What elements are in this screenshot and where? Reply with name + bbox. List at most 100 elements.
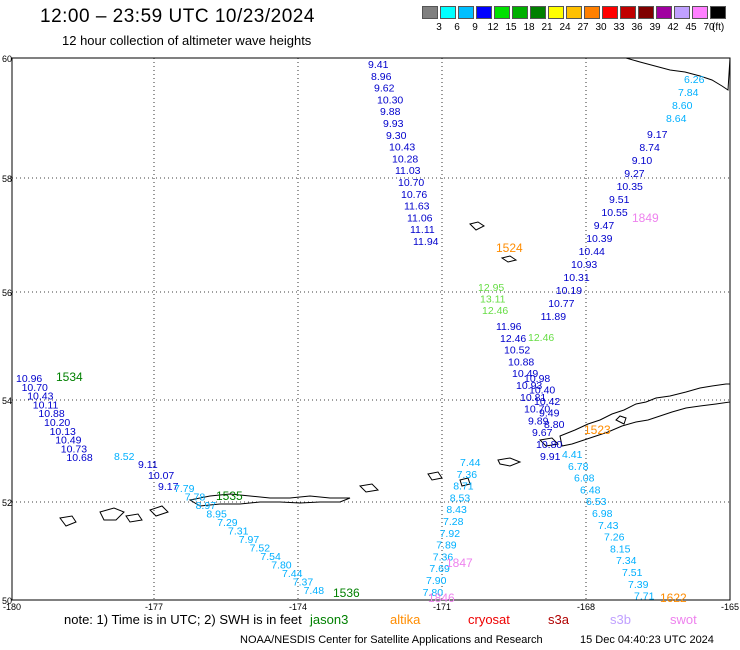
scale-swatch <box>674 6 690 19</box>
wave-height-value: 11.11 <box>410 224 435 236</box>
wave-height-value: 7.39 <box>628 579 649 591</box>
wave-height-value: 7.97 <box>239 534 260 546</box>
lat-label: 50 <box>2 596 12 606</box>
wave-height-value: 10.93 <box>571 259 597 271</box>
wave-height-value: 12.46 <box>528 332 554 344</box>
wave-height-value: 10.11 <box>33 399 59 411</box>
wave-height-value: 8.96 <box>371 71 392 83</box>
scale-swatch <box>494 6 510 19</box>
land-outline <box>99 507 125 521</box>
satellite-legend-item: altika <box>390 612 421 627</box>
land-outline <box>188 493 351 507</box>
satellite-legend-item: jason3 <box>310 612 349 627</box>
wave-height-value: 10.68 <box>66 452 92 464</box>
scale-swatch <box>548 6 564 19</box>
wave-height-value: 10.81 <box>520 392 546 404</box>
note-text: note: 1) Time is in UTC; 2) SWH is in fe… <box>64 612 302 627</box>
wave-height-value: 8.74 <box>639 142 660 154</box>
wave-height-value: 12.95 <box>478 282 504 294</box>
wave-height-value: 7.36 <box>433 551 454 563</box>
land-outline <box>497 457 522 467</box>
scale-swatch <box>458 6 474 19</box>
wave-height-value: 9.89 <box>528 415 549 427</box>
wave-height-value: 10.49 <box>55 435 81 447</box>
wave-height-value: 8.43 <box>446 504 467 516</box>
wave-height-value: 10.55 <box>601 207 627 219</box>
wave-height-value: 7.44 <box>282 568 303 580</box>
scale-swatch <box>512 6 528 19</box>
wave-height-value: 6.08 <box>574 473 595 485</box>
lat-label: 52 <box>2 498 12 508</box>
wave-height-value: 7.36 <box>457 469 478 481</box>
wave-height-value: 7.52 <box>250 543 271 555</box>
track-time-label: 1849 <box>632 211 659 225</box>
wave-height-value: 9.41 <box>368 59 389 71</box>
land-outline <box>615 415 627 425</box>
satellite-legend-item: cryosat <box>468 612 510 627</box>
wave-height-value: 10.77 <box>548 298 574 310</box>
wave-height-value: 8.60 <box>672 100 693 112</box>
page-subtitle: 12 hour collection of altimeter wave hei… <box>62 33 312 48</box>
wave-height-value: 8.80 <box>544 419 565 431</box>
scale-label: 3 <box>436 22 442 33</box>
wave-height-value: 10.98 <box>524 373 550 385</box>
wave-height-value: 7.80 <box>271 560 292 572</box>
scale-label: 27 <box>577 22 589 33</box>
wave-height-value: 6.48 <box>580 484 601 496</box>
wave-height-value: 8.53 <box>450 492 471 504</box>
wave-height-value: 10.73 <box>61 443 87 455</box>
wave-height-value: 11.06 <box>407 212 433 224</box>
wave-height-value: 12.46 <box>482 305 508 317</box>
wave-height-value: 7.34 <box>616 555 637 567</box>
wave-height-value: 7.54 <box>260 551 281 563</box>
wave-height-value: 7.89 <box>436 540 457 552</box>
wave-height-value: 4.41 <box>562 449 583 461</box>
wave-height-value: 10.52 <box>504 345 530 357</box>
scale-swatch <box>620 6 636 19</box>
scale-label: 18 <box>523 22 535 33</box>
scale-label: 33 <box>613 22 625 33</box>
wave-height-value: 10.13 <box>50 426 76 438</box>
scale-label: 45 <box>685 22 697 33</box>
wave-height-value: 10.19 <box>556 285 582 297</box>
scale-label: 12 <box>487 22 499 33</box>
wave-height-value: 7.79 <box>174 483 195 495</box>
track-time-label: 1847 <box>446 556 473 570</box>
wave-height-value: 8.97 <box>196 500 217 512</box>
wave-height-value: 7.51 <box>622 567 643 579</box>
wave-height-value: 10.43 <box>27 391 53 403</box>
wave-height-value: 6.53 <box>586 496 607 508</box>
wave-height-value: 9.91 <box>540 451 561 463</box>
satellite-legend-item: swot <box>670 612 697 627</box>
wave-height-value: 10.49 <box>512 368 538 380</box>
wave-height-value: 8.95 <box>206 509 227 521</box>
wave-height-value: 9.93 <box>383 118 404 130</box>
wave-height-value: 10.07 <box>148 470 174 482</box>
wave-height-value: 7.84 <box>678 87 699 99</box>
wave-height-value: 7.90 <box>426 575 447 587</box>
lat-label: 54 <box>2 396 12 406</box>
wave-height-value: 13.11 <box>480 294 506 306</box>
lon-label: -171 <box>433 602 451 612</box>
scale-label: 39 <box>649 22 661 33</box>
scale-swatch <box>710 6 726 19</box>
scale-swatch <box>692 6 708 19</box>
satellite-legend-item: s3b <box>610 612 631 627</box>
wave-height-value: 7.92 <box>440 528 461 540</box>
wave-height-value: 9.51 <box>609 194 630 206</box>
wave-height-value: 11.94 <box>413 236 439 248</box>
wave-height-value: 7.31 <box>228 526 249 538</box>
wave-height-value: 11.89 <box>541 311 567 323</box>
track-time-label: 1523 <box>584 423 611 437</box>
scale-swatch <box>584 6 600 19</box>
wave-height-value: 10.30 <box>377 94 403 106</box>
wave-height-value: 7.80 <box>423 587 444 599</box>
wave-height-value: 7.48 <box>304 585 325 597</box>
scale-swatch <box>638 6 654 19</box>
wave-height-value: 12.46 <box>500 333 526 345</box>
footer-credit: NOAA/NESDIS Center for Satellite Applica… <box>240 634 543 646</box>
wave-height-value: 10.70 <box>398 177 424 189</box>
scale-unit: (ft) <box>712 22 725 33</box>
track-time-label: 1536 <box>333 586 360 600</box>
